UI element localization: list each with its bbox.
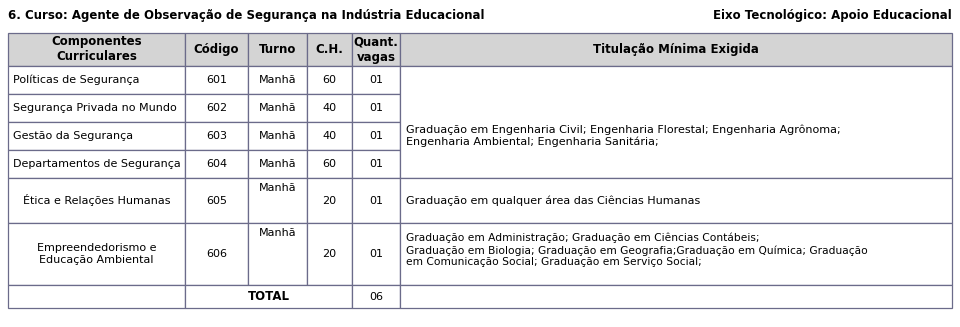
Text: Ética e Relações Humanas: Ética e Relações Humanas — [23, 195, 170, 206]
Text: TOTAL: TOTAL — [248, 290, 290, 303]
Bar — [8, 150, 185, 178]
Text: 01: 01 — [369, 196, 383, 205]
Text: Manhã: Manhã — [258, 75, 297, 85]
Bar — [352, 66, 400, 94]
Text: Departamentos de Segurança: Departamentos de Segurança — [13, 159, 180, 169]
Bar — [248, 178, 307, 223]
Text: 01: 01 — [369, 249, 383, 259]
Bar — [307, 66, 352, 94]
Text: Políticas de Segurança: Políticas de Segurança — [13, 75, 139, 85]
Text: Titulação Mínima Exigida: Titulação Mínima Exigida — [593, 43, 759, 56]
Text: Manhã: Manhã — [258, 159, 297, 169]
Bar — [248, 33, 307, 66]
Text: 40: 40 — [323, 103, 337, 113]
Text: Componentes
Curriculares: Componentes Curriculares — [51, 36, 142, 63]
Text: 20: 20 — [323, 196, 337, 205]
Bar — [400, 33, 952, 66]
Bar — [248, 66, 307, 94]
Bar — [352, 285, 400, 308]
Bar — [352, 223, 400, 285]
Bar — [8, 33, 185, 66]
Bar — [8, 66, 185, 94]
Bar — [8, 285, 185, 308]
Bar — [352, 122, 400, 150]
Bar — [8, 178, 185, 223]
Text: 601: 601 — [206, 75, 227, 85]
Bar — [352, 150, 400, 178]
Text: Turno: Turno — [259, 43, 297, 56]
Bar — [8, 94, 185, 122]
Bar — [400, 66, 952, 178]
Text: Código: Código — [194, 43, 239, 56]
Text: 01: 01 — [369, 75, 383, 85]
Text: 06: 06 — [369, 291, 383, 301]
Bar — [248, 150, 307, 178]
Text: Graduação em Engenharia Civil; Engenharia Florestal; Engenharia Agrônoma;
Engenh: Graduação em Engenharia Civil; Engenhari… — [406, 125, 841, 147]
Text: 604: 604 — [206, 159, 228, 169]
Text: 01: 01 — [369, 103, 383, 113]
Text: 40: 40 — [323, 131, 337, 141]
Text: Graduação em qualquer área das Ciências Humanas: Graduação em qualquer área das Ciências … — [406, 195, 700, 206]
Text: C.H.: C.H. — [316, 43, 344, 56]
Text: 01: 01 — [369, 131, 383, 141]
Text: Eixo Tecnológico: Apoio Educacional: Eixo Tecnológico: Apoio Educacional — [713, 9, 952, 22]
Bar — [307, 122, 352, 150]
Text: Graduação em Administração; Graduação em Ciências Contábeis;
Graduação em Biolog: Graduação em Administração; Graduação em… — [406, 233, 868, 267]
Text: Segurança Privada no Mundo: Segurança Privada no Mundo — [13, 103, 177, 113]
Text: 20: 20 — [323, 249, 337, 259]
Text: 605: 605 — [206, 196, 227, 205]
Text: 60: 60 — [323, 75, 337, 85]
Bar — [185, 150, 248, 178]
Text: Empreendedorismo e
Educação Ambiental: Empreendedorismo e Educação Ambiental — [36, 243, 156, 265]
Bar — [185, 223, 248, 285]
Text: 602: 602 — [206, 103, 228, 113]
Bar — [248, 223, 307, 285]
Bar — [248, 122, 307, 150]
Bar — [248, 94, 307, 122]
Text: 6. Curso: Agente de Observação de Segurança na Indústria Educacional: 6. Curso: Agente de Observação de Segura… — [8, 9, 485, 22]
Bar — [352, 33, 400, 66]
Text: 01: 01 — [369, 159, 383, 169]
Text: Manhã: Manhã — [258, 131, 297, 141]
Text: Manhã: Manhã — [258, 228, 297, 238]
Bar — [400, 223, 952, 285]
Text: Quant.
vagas: Quant. vagas — [353, 36, 398, 63]
Text: Manhã: Manhã — [258, 183, 297, 193]
Bar — [307, 178, 352, 223]
Bar — [185, 94, 248, 122]
Bar — [400, 285, 952, 308]
Bar — [8, 122, 185, 150]
Bar — [400, 178, 952, 223]
Text: 603: 603 — [206, 131, 227, 141]
Bar — [185, 33, 248, 66]
Text: 606: 606 — [206, 249, 227, 259]
Bar — [352, 178, 400, 223]
Bar — [185, 66, 248, 94]
Bar — [8, 223, 185, 285]
Bar — [185, 122, 248, 150]
Bar — [307, 150, 352, 178]
Bar — [307, 223, 352, 285]
Bar — [307, 33, 352, 66]
Text: Gestão da Segurança: Gestão da Segurança — [13, 131, 133, 141]
Text: Manhã: Manhã — [258, 103, 297, 113]
Bar — [307, 94, 352, 122]
Text: 60: 60 — [323, 159, 337, 169]
Bar — [185, 285, 352, 308]
Bar — [352, 94, 400, 122]
Bar — [185, 178, 248, 223]
